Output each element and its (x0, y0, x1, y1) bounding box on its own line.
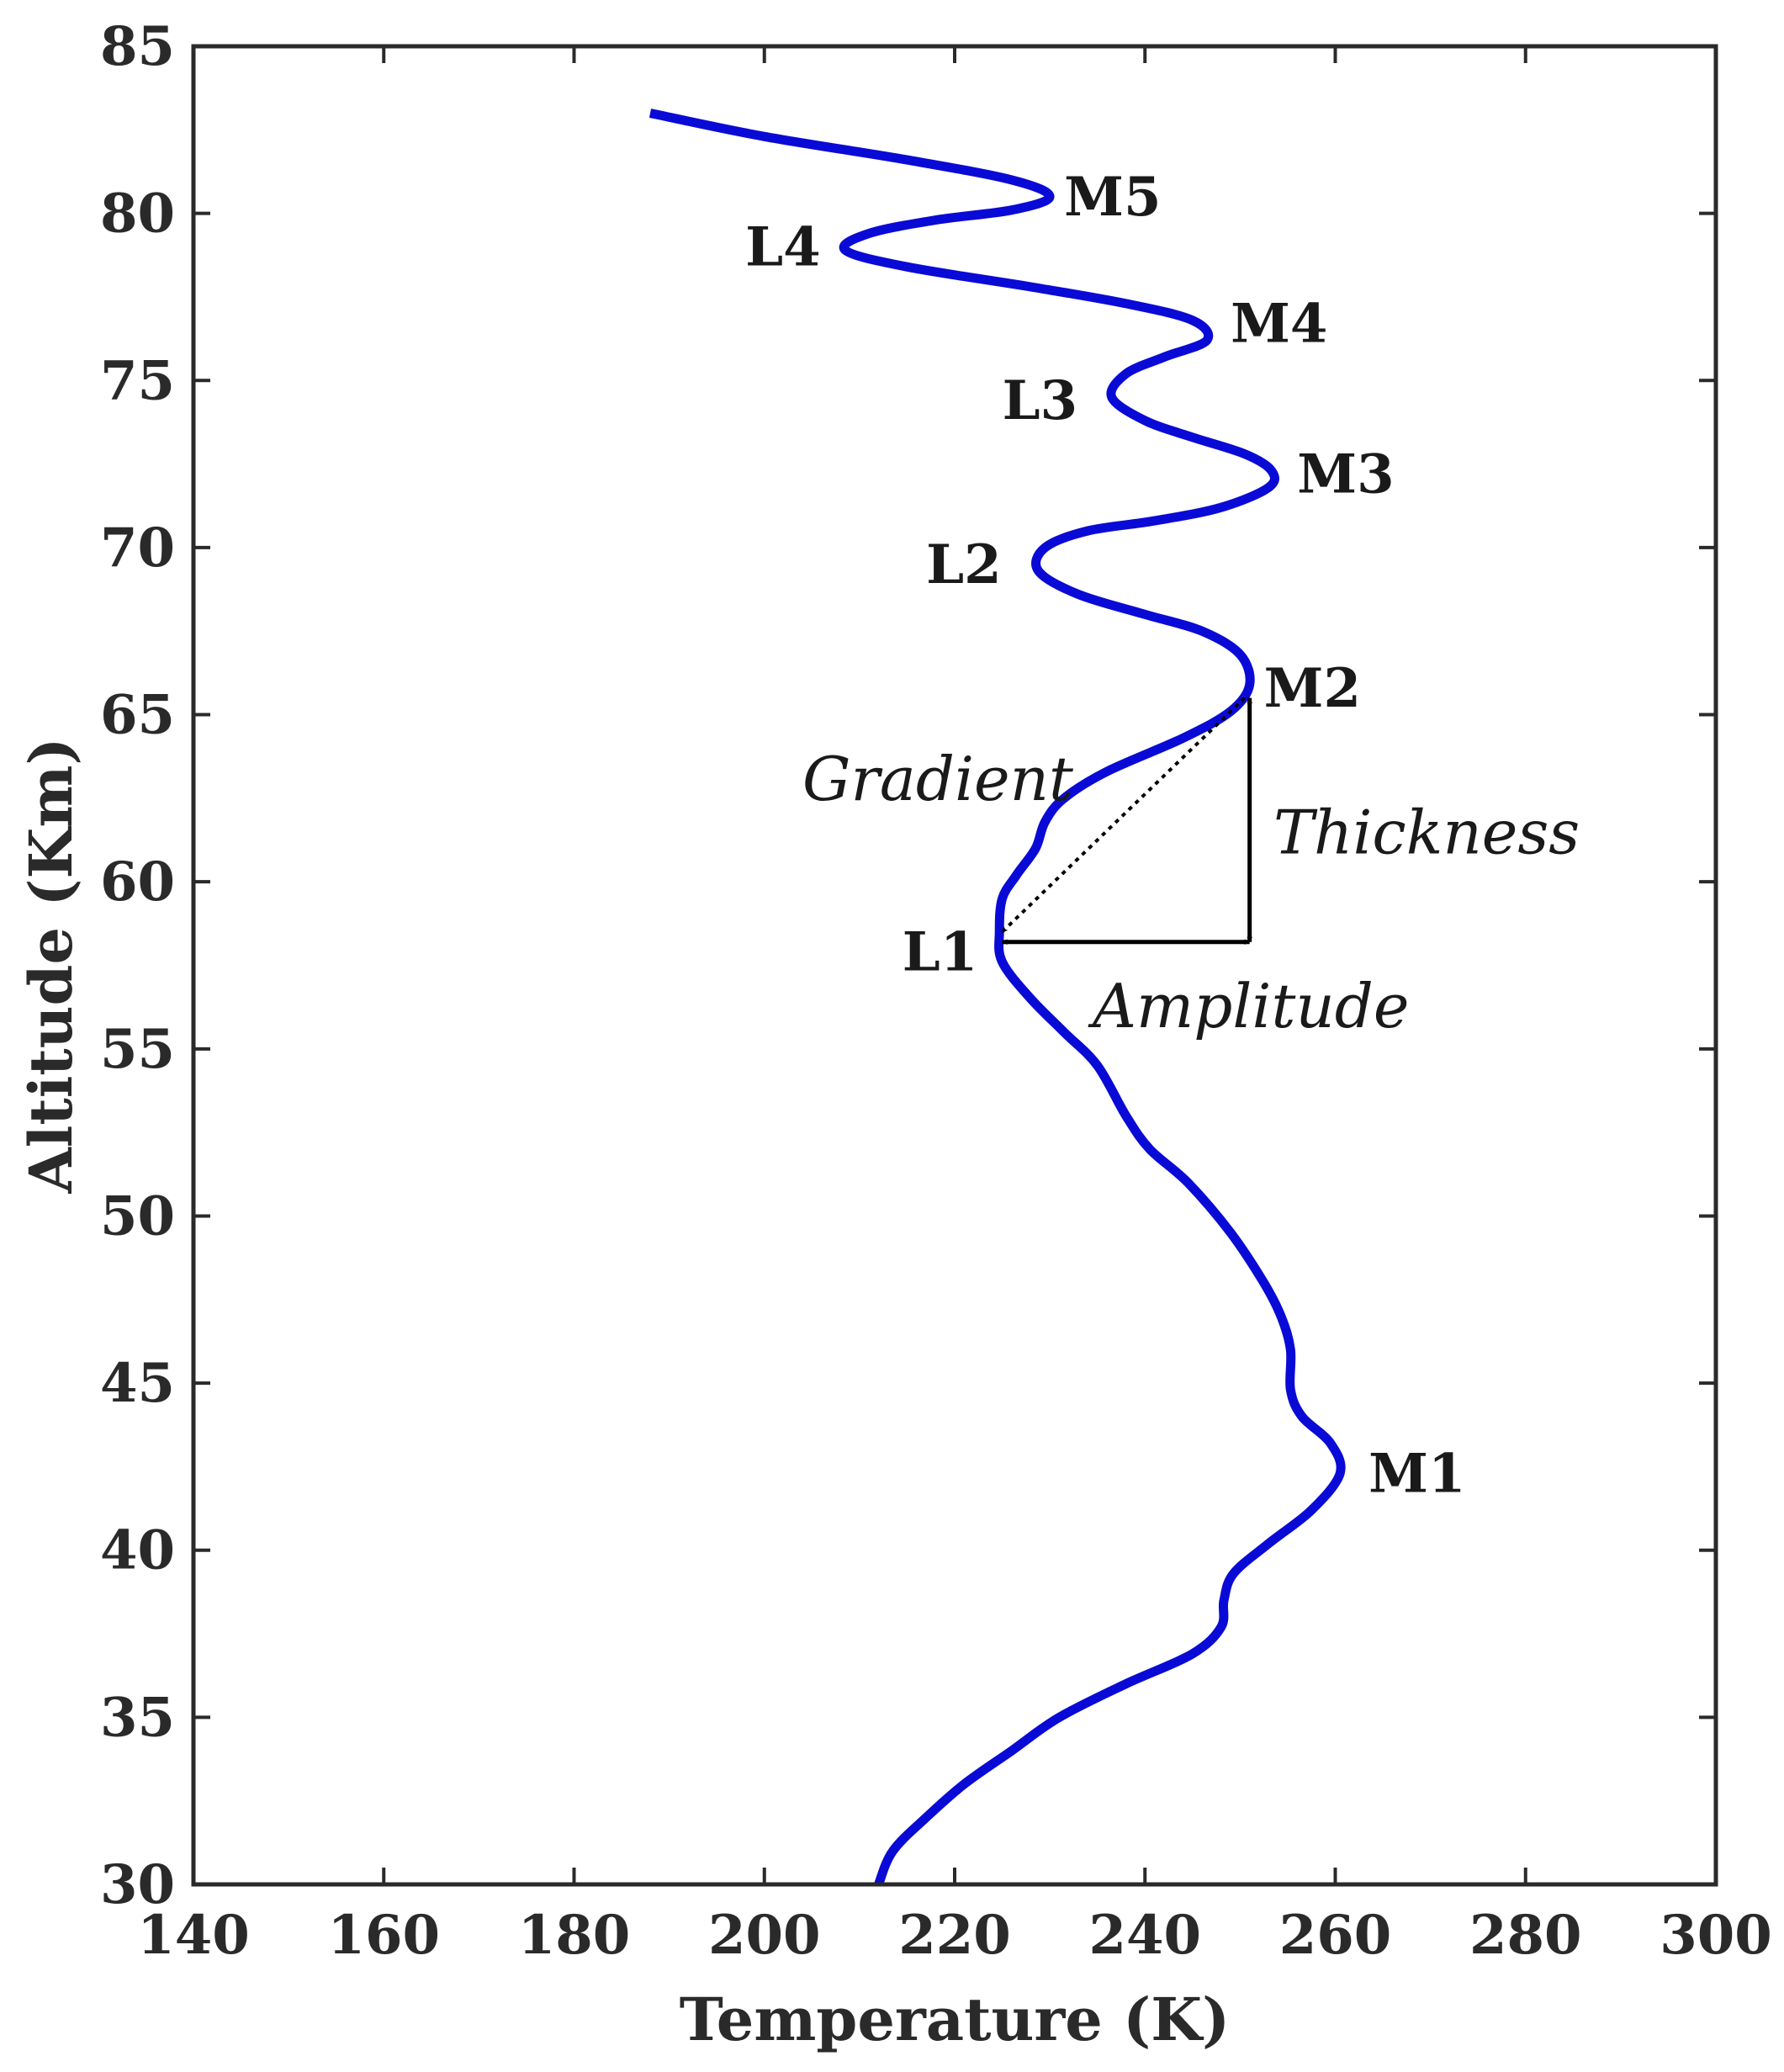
y-tick-label: 50 (100, 1184, 175, 1248)
x-tick-label: 240 (1088, 1904, 1201, 1967)
y-tick-label: 70 (100, 517, 175, 580)
y-tick-label: 65 (100, 684, 175, 747)
point-label-l1: L1 (903, 921, 978, 984)
y-tick-label: 30 (100, 1853, 175, 1916)
point-label-l2: L2 (926, 533, 1002, 596)
y-tick-label: 75 (100, 349, 175, 412)
x-tick-label: 160 (327, 1904, 440, 1967)
annot-label-gradient: Gradient (802, 744, 1074, 814)
x-tick-label: 200 (708, 1904, 821, 1967)
x-tick-label: 220 (898, 1904, 1011, 1967)
y-axis-title: Altitude (Km) (16, 737, 86, 1194)
y-tick-label: 85 (100, 15, 175, 78)
plot-frame (191, 44, 1718, 1887)
point-label-l3: L3 (1003, 369, 1078, 432)
point-label-m1: M1 (1368, 1442, 1465, 1505)
x-tick-label: 180 (518, 1904, 631, 1967)
x-tick-label: 140 (137, 1904, 250, 1967)
gradient-arrow (1001, 697, 1247, 934)
point-label-m3: M3 (1297, 443, 1394, 506)
x-axis-title: Temperature (K) (680, 1985, 1230, 2054)
x-tick-label: 280 (1469, 1904, 1582, 1967)
x-tick-label: 300 (1660, 1904, 1772, 1967)
x-tick-label: 260 (1279, 1904, 1392, 1967)
annot-label-thickness: Thickness (1273, 798, 1580, 868)
annotation-labels: M5 L4 M4 L3 M3 L2 M2 L1 M1 Gradient Thickness Ampli… (745, 166, 1580, 1506)
annot-label-amplitude: Amplitude (1088, 971, 1409, 1041)
y-tick-label: 45 (100, 1352, 175, 1415)
y-tick-label: 80 (100, 183, 175, 246)
point-label-m4: M4 (1231, 293, 1327, 356)
annotation-arrows (1001, 697, 1253, 946)
y-tick-label: 55 (100, 1018, 175, 1081)
y-tick-label: 40 (100, 1519, 175, 1582)
point-label-m5: M5 (1064, 166, 1161, 229)
point-label-l4: L4 (745, 215, 821, 278)
point-label-m2: M2 (1264, 657, 1361, 720)
y-tick-label: 60 (100, 851, 175, 914)
axis-ticks: 140 160 180 200 220 240 260 280 300 30 35 40 45 50 55 6… (100, 15, 1772, 1967)
y-tick-label: 35 (100, 1686, 175, 1749)
